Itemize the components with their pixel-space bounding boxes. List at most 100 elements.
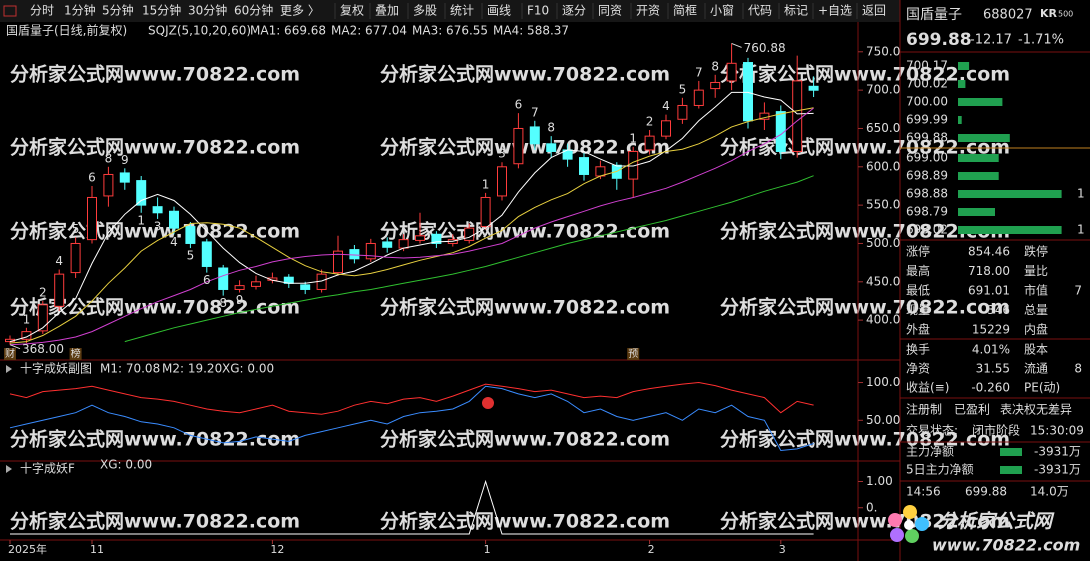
- stat-value: 718.00: [968, 264, 1010, 278]
- legend-entry: XG: 0.00: [100, 458, 152, 472]
- flow-bar: [1000, 466, 1022, 474]
- candle-body: [497, 166, 507, 197]
- book-volume: 1: [1077, 187, 1085, 201]
- y-tick-label: 450.0: [866, 274, 900, 288]
- candle-body: [661, 120, 671, 137]
- y-tick-label: 1.00: [866, 474, 893, 488]
- book-volume-bar: [958, 190, 1062, 198]
- candle-body: [54, 273, 65, 307]
- toolbar-button[interactable]: F10: [527, 4, 549, 18]
- stat-label: 最低: [906, 284, 930, 298]
- toolbar-button[interactable]: 同资: [598, 4, 622, 18]
- x-tick-label: 2: [648, 543, 655, 556]
- tick-volume: 14.0万: [1030, 485, 1069, 499]
- toolbar-button[interactable]: 小窗: [710, 4, 734, 18]
- toolbar-button[interactable]: 代码: [748, 4, 772, 18]
- logo-petal: [890, 528, 904, 542]
- toolbar-button[interactable]: 30分钟: [188, 3, 227, 18]
- book-price: 700.02: [906, 77, 948, 91]
- candle-body: [70, 242, 81, 274]
- watermark: 分析家公式网www.70822.com: [380, 510, 670, 533]
- candle-body: [152, 206, 163, 214]
- toolbar-button[interactable]: 返回: [862, 4, 886, 18]
- book-volume-bar: [958, 98, 1003, 106]
- watermark: 分析家公式网www.70822.com: [380, 296, 670, 319]
- logo-icon: [888, 505, 929, 543]
- td-count: 3: [498, 147, 506, 161]
- watermark: 分析家公式网www.70822.com: [380, 63, 670, 86]
- legend-entry: M1: 70.08: [100, 362, 160, 376]
- toolbar-button[interactable]: 统计: [450, 4, 474, 18]
- td-count: 1: [23, 312, 31, 326]
- tag: 注册制: [906, 402, 942, 417]
- toolbar-button[interactable]: 15分钟: [142, 3, 181, 18]
- toolbar-button[interactable]: 复权: [340, 4, 364, 18]
- toolbar-button[interactable]: 开资: [636, 4, 660, 18]
- td-count: 2: [646, 115, 654, 129]
- book-price: 698.88: [906, 187, 948, 201]
- candle-body: [37, 304, 48, 332]
- series-line: [9, 91, 814, 343]
- toolbar-button[interactable]: 5分钟: [102, 3, 134, 18]
- toolbar-button[interactable]: 更多 〉: [280, 4, 320, 18]
- toolbar-button[interactable]: 60分钟: [234, 3, 273, 18]
- toolbar-button[interactable]: +自选: [818, 4, 852, 18]
- candle-body: [775, 111, 786, 152]
- candle-body: [693, 89, 704, 106]
- stat-label: 量比: [1024, 264, 1048, 278]
- toolbar-button[interactable]: 叠加: [375, 4, 399, 18]
- candle-body: [103, 173, 114, 197]
- toolbar-button[interactable]: 多股: [413, 4, 437, 18]
- subchart-title: 十字成妖副图: [20, 361, 92, 376]
- logo-petal: [903, 505, 917, 519]
- watermark: 分析家公式网www.70822.com: [10, 428, 300, 451]
- book-price: 699.88: [906, 131, 948, 145]
- stat-value: 346: [987, 303, 1010, 317]
- stat-value: 854.46: [968, 245, 1010, 259]
- stat-label: PE(动): [1024, 381, 1060, 395]
- candle-body: [251, 281, 261, 287]
- collapse-icon[interactable]: [6, 365, 12, 373]
- tick-price: 699.88: [965, 485, 1007, 499]
- legend-entry: M2: 19.20: [162, 362, 222, 376]
- collapse-icon[interactable]: [6, 465, 12, 473]
- candle-body: [300, 284, 311, 290]
- stat-value: 7: [1074, 284, 1082, 298]
- x-tick-label: 12: [270, 543, 284, 556]
- legend-entry: MA4: 588.37: [493, 24, 569, 38]
- status-label: 交易状态:: [906, 423, 958, 438]
- xg-label: XG: 0.00: [222, 362, 274, 376]
- toolbar-button[interactable]: 分时: [30, 4, 54, 18]
- flow-label: 5日主力净额: [906, 463, 974, 477]
- candle-body: [218, 267, 229, 290]
- td-count: 5: [72, 222, 80, 236]
- td-count: 6: [88, 170, 96, 184]
- watermark: 分析家公式网www.70822.com: [10, 136, 300, 159]
- stat-label: 收益(≡): [906, 381, 949, 395]
- toolbar-button[interactable]: 1分钟: [64, 3, 96, 18]
- subchart-title: 十字成妖F: [20, 461, 75, 476]
- book-volume-bar: [958, 62, 970, 70]
- annotation-pointer: [9, 344, 21, 350]
- toolbar-button[interactable]: 标记: [784, 4, 808, 18]
- badge: KR: [1040, 7, 1058, 20]
- event-marker-bg: [69, 348, 82, 360]
- toolbar-button[interactable]: 简框: [673, 4, 697, 18]
- candle-body: [480, 196, 491, 228]
- change-pct: -1.71%: [1018, 33, 1064, 48]
- last-price: 699.88: [906, 30, 972, 50]
- change: -12.17: [970, 33, 1012, 48]
- y-tick-label: 600.0: [866, 159, 900, 173]
- y-tick-label: 500.0: [866, 236, 900, 250]
- candle-body: [808, 85, 819, 91]
- stat-label: 股本: [1024, 343, 1048, 357]
- flow-bar: [1000, 448, 1022, 456]
- book-volume-bar: [958, 134, 1010, 142]
- book-price: 698.89: [906, 169, 948, 183]
- watermark: 分析家公式网www.70822.com: [720, 296, 1010, 319]
- toolbar-button[interactable]: 画线: [487, 4, 511, 18]
- menu-icon[interactable]: [3, 5, 17, 17]
- toolbar-button[interactable]: 逐分: [562, 4, 586, 18]
- logo-center: [904, 520, 914, 530]
